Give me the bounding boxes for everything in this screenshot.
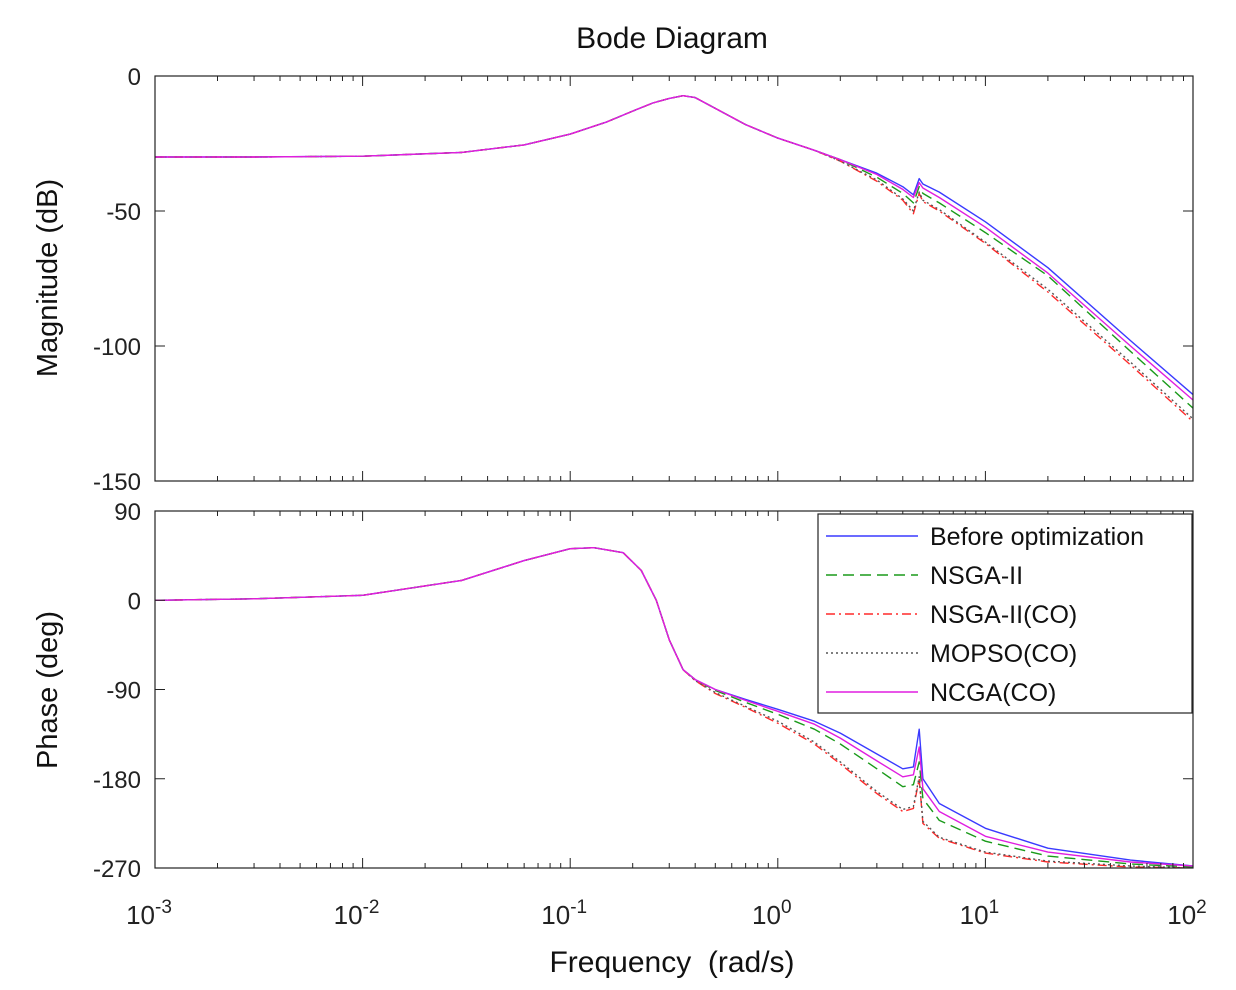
magnitude-series-ncga-co	[155, 94, 1193, 401]
phase-y-tick-label: -180	[93, 767, 141, 794]
x-tick-labels: 10-3 10-2 10-1 100 101 102	[126, 897, 1207, 930]
legend-box	[817, 513, 1193, 714]
x-axis-label: Frequency (rad/s)	[549, 946, 794, 979]
phase-y-tick-label: -270	[93, 856, 141, 883]
legend-entry-label: NCGA(CO)	[930, 679, 1056, 707]
x-tick-label: 10-2	[334, 897, 380, 930]
phase-y-tick-label: -90	[106, 678, 141, 705]
phase-series-ncga-co	[155, 547, 1193, 867]
chart-title: Bode Diagram	[576, 22, 768, 55]
magnitude-series-before-optimization	[155, 94, 1193, 396]
magnitude-y-tick-label: -100	[93, 334, 141, 361]
x-tick-label: 10-3	[126, 897, 172, 930]
magnitude-y-label: Magnitude (dB)	[32, 179, 64, 377]
x-tick-label: 100	[752, 897, 792, 930]
phase-y-tick-label: 90	[114, 499, 141, 526]
legend-entry-label: NSGA-II(CO)	[930, 601, 1077, 629]
legend-entry-label: MOPSO(CO)	[930, 640, 1077, 668]
magnitude-plot: 0 -50 -100 -150	[93, 64, 1194, 496]
magnitude-series-mopso-co	[155, 94, 1193, 420]
legend-entry-label: NSGA-II	[930, 562, 1023, 590]
magnitude-y-tick-label: 0	[128, 64, 141, 91]
magnitude-series-nsga-ii	[155, 94, 1193, 409]
magnitude-y-tick-label: -150	[93, 469, 141, 496]
legend-entry-label: Before optimization	[930, 523, 1144, 551]
phase-y-tick-label: 0	[128, 588, 141, 615]
phase-series-mopso-co	[155, 547, 1193, 868]
legend: Before optimization NSGA-II NSGA-II(CO) MOP…	[817, 513, 1193, 714]
magnitude-series-nsga-ii-co	[155, 94, 1193, 423]
phase-y-label: Phase (deg)	[32, 611, 64, 769]
x-tick-label: 101	[960, 897, 1000, 930]
magnitude-frame	[154, 75, 1194, 482]
x-tick-label: 10-1	[541, 897, 587, 930]
magnitude-y-tick-label: -50	[106, 199, 141, 226]
x-tick-label: 102	[1167, 897, 1207, 930]
